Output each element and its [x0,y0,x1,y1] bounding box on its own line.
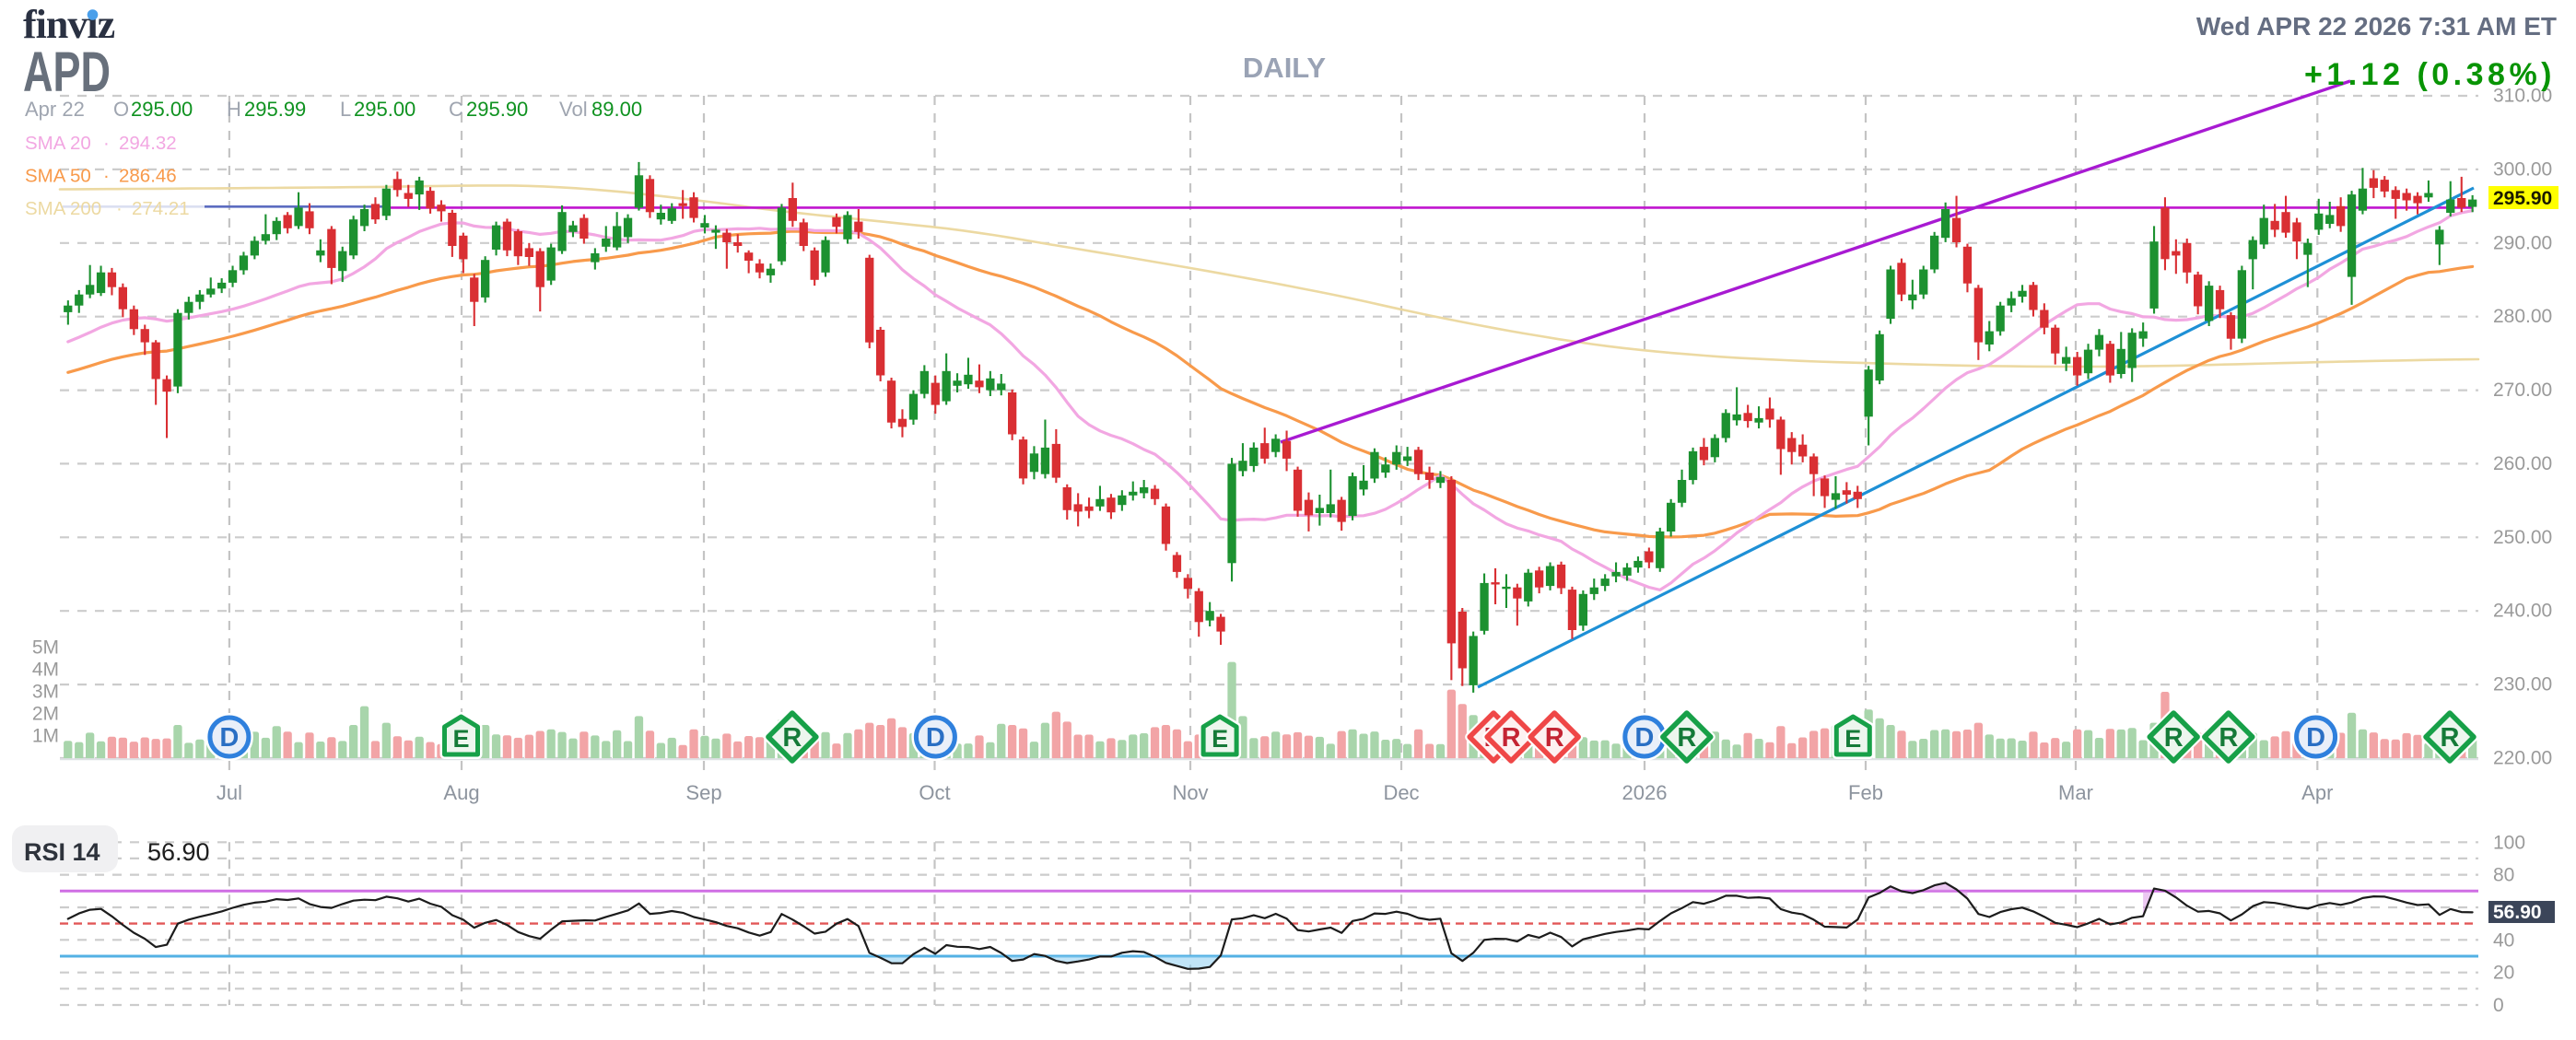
svg-text:E: E [452,725,469,753]
svg-text:3M: 3M [32,682,59,703]
svg-text:260.00: 260.00 [2493,453,2552,474]
svg-text:R: R [1677,723,1696,753]
svg-text:Vol: Vol [559,98,588,121]
svg-text:DAILY: DAILY [1243,52,1326,84]
svg-text:H: H [227,98,241,121]
svg-text:·: · [103,166,110,187]
svg-text:E: E [1212,725,1228,753]
svg-text:Feb: Feb [1848,781,1883,804]
svg-text:295.00: 295.00 [354,98,416,121]
svg-text:Sep: Sep [685,781,721,804]
svg-text:R: R [2219,723,2238,753]
svg-text:+1.12 (0.38%): +1.12 (0.38%) [2304,57,2556,92]
svg-text:R: R [2441,723,2460,753]
svg-text:290.00: 290.00 [2493,232,2552,253]
svg-text:4M: 4M [32,660,59,681]
svg-text:Mar: Mar [2058,781,2093,804]
svg-text:280.00: 280.00 [2493,306,2552,327]
svg-text:56.90: 56.90 [147,838,210,866]
svg-text:Nov: Nov [1172,781,1208,804]
svg-text:O: O [113,98,129,121]
svg-text:Apr 22: Apr 22 [25,98,85,121]
svg-text:295.90: 295.90 [2493,188,2552,209]
svg-text:C: C [449,98,463,121]
svg-text:2M: 2M [32,704,59,725]
svg-text:230.00: 230.00 [2493,674,2552,695]
svg-text:D: D [926,723,945,753]
svg-text:R: R [1545,723,1564,753]
svg-text:APD: APD [23,41,111,103]
svg-text:240.00: 240.00 [2493,601,2552,622]
svg-text:80: 80 [2493,865,2514,886]
svg-text:Dec: Dec [1383,781,1419,804]
svg-text:finvız: finvız [23,2,115,47]
svg-text:·: · [103,133,110,154]
svg-text:2026: 2026 [1622,781,1668,804]
svg-text:R: R [782,723,802,753]
svg-text:100: 100 [2493,832,2525,853]
svg-text:310.00: 310.00 [2493,86,2552,107]
svg-text:295.99: 295.99 [244,98,306,121]
svg-text:89.00: 89.00 [591,98,642,121]
svg-text:SMA 200: SMA 200 [25,198,101,219]
svg-text:R: R [1502,723,1521,753]
svg-text:D: D [219,723,239,753]
svg-text:295.00: 295.00 [131,98,193,121]
svg-text:D: D [1634,723,1654,753]
svg-text:294.32: 294.32 [119,133,177,154]
svg-text:295.90: 295.90 [466,98,528,121]
svg-text:286.46: 286.46 [119,166,177,187]
svg-text:D: D [2306,723,2325,753]
svg-text:RSI 14: RSI 14 [24,838,100,866]
svg-text:270.00: 270.00 [2493,380,2552,401]
svg-text:Wed APR 22 2026 7:31 AM ET: Wed APR 22 2026 7:31 AM ET [2196,12,2557,41]
svg-text:L: L [340,98,351,121]
svg-text:40: 40 [2493,929,2514,951]
svg-text:250.00: 250.00 [2493,527,2552,548]
svg-text:Jul: Jul [217,781,242,804]
svg-text:E: E [1844,725,1861,753]
svg-text:Apr: Apr [2301,781,2333,804]
svg-text:Aug: Aug [443,781,479,804]
svg-text:·: · [116,198,123,219]
svg-text:R: R [2164,723,2184,753]
svg-text:274.21: 274.21 [132,198,190,219]
svg-text:20: 20 [2493,963,2514,984]
svg-text:SMA 20: SMA 20 [25,133,91,154]
svg-text:0: 0 [2493,995,2504,1016]
svg-text:220.00: 220.00 [2493,748,2552,769]
svg-text:56.90: 56.90 [2493,902,2542,923]
svg-text:1M: 1M [32,726,59,747]
svg-text:300.00: 300.00 [2493,158,2552,180]
svg-text:Oct: Oct [919,781,950,804]
svg-text:SMA 50: SMA 50 [25,166,91,187]
svg-text:5M: 5M [32,637,59,659]
